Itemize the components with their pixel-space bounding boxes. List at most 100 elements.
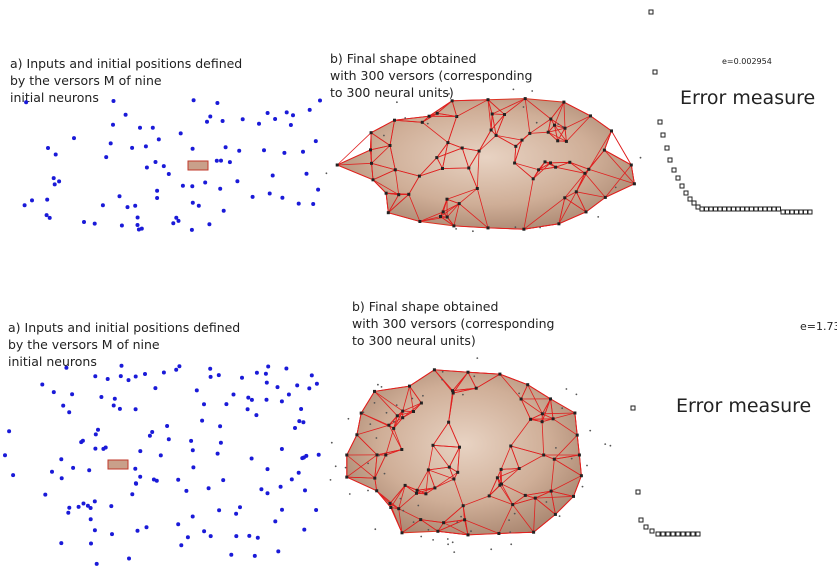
input-point xyxy=(218,424,222,428)
mesh-node xyxy=(542,454,545,457)
sample-point xyxy=(377,384,379,386)
mesh-node xyxy=(452,478,455,481)
input-point xyxy=(228,160,232,164)
sample-point xyxy=(472,230,474,232)
sample-point xyxy=(441,379,443,381)
input-point xyxy=(209,375,213,379)
sample-point xyxy=(518,393,520,395)
mesh-node xyxy=(387,211,390,214)
input-point xyxy=(305,172,309,176)
mesh-node xyxy=(529,418,532,421)
mesh-node xyxy=(572,495,575,498)
mesh-node xyxy=(433,486,436,489)
sample-point xyxy=(586,465,588,467)
mesh-node xyxy=(630,164,633,167)
input-point xyxy=(109,504,113,508)
mesh-node xyxy=(428,115,431,118)
input-point xyxy=(251,195,255,199)
sample-point xyxy=(610,445,612,447)
input-point xyxy=(46,146,50,150)
input-point xyxy=(93,374,97,378)
mesh-node xyxy=(415,492,418,495)
error-point xyxy=(631,406,635,410)
input-point xyxy=(218,187,222,191)
input-point xyxy=(256,536,260,540)
error-point xyxy=(700,207,704,211)
input-point xyxy=(112,404,116,408)
sample-point xyxy=(615,187,617,189)
sample-point xyxy=(453,551,455,553)
error-point xyxy=(777,207,781,211)
mesh-node xyxy=(575,190,578,193)
input-point xyxy=(297,471,301,475)
mesh-node xyxy=(393,119,396,122)
mesh-node xyxy=(452,392,455,395)
input-point xyxy=(257,122,261,126)
error-point xyxy=(686,532,690,536)
sample-point xyxy=(566,388,568,390)
error-point xyxy=(671,532,675,536)
mesh-node xyxy=(456,471,459,474)
error-value: e=1.732042 xyxy=(800,320,837,333)
mesh-node xyxy=(556,139,559,142)
input-point xyxy=(207,222,211,226)
input-point xyxy=(48,216,52,220)
input-point xyxy=(190,228,194,232)
mesh-node xyxy=(467,371,470,374)
mesh-node xyxy=(446,141,449,144)
input-point xyxy=(171,221,175,225)
input-point xyxy=(106,377,110,381)
mesh-node xyxy=(550,490,553,493)
error-point xyxy=(666,532,670,536)
mesh-node xyxy=(511,503,514,506)
mesh-node xyxy=(490,129,493,132)
input-point xyxy=(61,404,65,408)
mesh-node xyxy=(420,402,423,405)
sample-point xyxy=(546,501,548,503)
mesh-node xyxy=(442,521,445,524)
error-point xyxy=(714,207,718,211)
input-point xyxy=(262,148,266,152)
mesh-node xyxy=(392,427,395,430)
mesh-node xyxy=(509,445,512,448)
input-point xyxy=(45,213,49,217)
input-point xyxy=(138,475,142,479)
error-point xyxy=(650,529,654,533)
mesh-node xyxy=(451,99,454,102)
input-point xyxy=(266,467,270,471)
mesh-node xyxy=(400,448,403,451)
mesh-node xyxy=(418,220,421,223)
input-point xyxy=(316,188,320,192)
mesh-node xyxy=(389,502,392,505)
sample-point xyxy=(330,479,332,481)
input-point xyxy=(59,457,63,461)
sample-point xyxy=(447,543,449,545)
sample-point xyxy=(396,101,398,103)
input-point xyxy=(93,499,97,503)
input-point xyxy=(301,150,305,154)
input-point xyxy=(304,454,308,458)
caption-a-line: a) Inputs and initial positions defined xyxy=(8,320,240,335)
sample-point xyxy=(376,437,378,439)
sample-point xyxy=(456,521,458,523)
sample-point xyxy=(582,486,584,488)
mesh-node xyxy=(488,494,491,497)
input-point xyxy=(289,123,293,127)
sample-point xyxy=(374,402,376,404)
mesh-node xyxy=(397,507,400,510)
mesh-node xyxy=(421,121,424,124)
sample-point xyxy=(367,490,369,492)
input-point xyxy=(101,203,105,207)
mesh-node xyxy=(495,134,498,137)
mesh-node xyxy=(462,504,465,507)
sample-point xyxy=(470,530,472,532)
input-point xyxy=(184,489,188,493)
input-point xyxy=(215,159,219,163)
mesh-node xyxy=(487,226,490,229)
mesh-node xyxy=(475,387,478,390)
sample-point xyxy=(349,493,351,495)
error-point xyxy=(684,191,688,195)
sample-point xyxy=(335,465,337,467)
mesh-node xyxy=(376,453,379,456)
input-point xyxy=(280,399,284,403)
